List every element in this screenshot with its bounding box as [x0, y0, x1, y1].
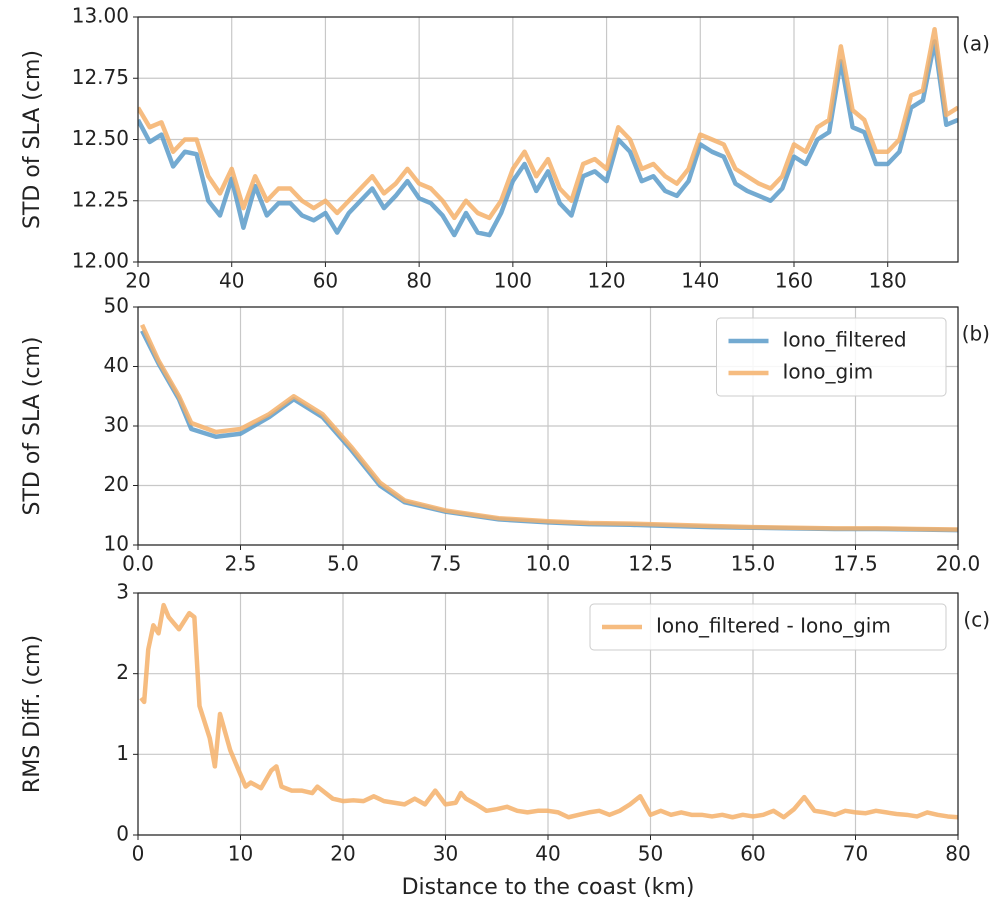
x-tick-label: 160	[775, 269, 813, 293]
x-tick-label: 0	[132, 842, 145, 866]
x-tick-label: 7.5	[430, 552, 462, 576]
y-axis-label: STD of SLA (cm)	[20, 50, 45, 229]
panel: 20 40 60 80 100 120 140 160 180 12.00 12.25 12.50 12…	[20, 4, 990, 293]
x-tick-label: 60	[313, 269, 338, 293]
y-tick-label: 12.75	[72, 65, 129, 89]
x-tick-label: 140	[681, 269, 719, 293]
y-axis-label: STD of SLA (cm)	[20, 337, 45, 516]
panel: 0.0 2.5 5.0 7.5 10.0 12.5 15.0 17.5 20.0 10 20 30 40…	[20, 294, 990, 576]
y-tick-label: 20	[104, 472, 129, 496]
y-tick-label: 40	[104, 353, 129, 377]
legend: Iono_filtered - Iono_gim	[589, 603, 947, 651]
x-tick-label: 120	[587, 269, 625, 293]
x-tick-label: 17.5	[833, 552, 878, 576]
legend-box	[589, 603, 947, 651]
data-line	[140, 323, 958, 532]
plot-frame	[137, 592, 959, 836]
y-tick-label: 0	[116, 822, 129, 846]
x-tick-label: 30	[433, 842, 458, 866]
x-tick-label: 40	[219, 269, 244, 293]
x-tick-label: 15.0	[731, 552, 776, 576]
x-tick-label: 50	[638, 842, 663, 866]
plot-frame	[137, 16, 959, 263]
y-axis-label: RMS Diff. (cm)	[20, 635, 45, 793]
x-tick-label: 100	[494, 269, 532, 293]
x-tick-label: 20	[330, 842, 355, 866]
x-tick-label: 80	[406, 269, 431, 293]
panel-annotation: (a)	[962, 32, 990, 56]
legend-label: Iono_filtered - Iono_gim	[656, 614, 891, 638]
x-tick-label: 12.5	[628, 552, 673, 576]
legend-label: Iono_filtered	[783, 328, 907, 352]
y-tick-label: 12.00	[72, 249, 129, 273]
x-tick-label: 5.0	[327, 552, 359, 576]
y-tick-label: 3	[116, 580, 129, 604]
y-tick-label: 2	[116, 660, 129, 684]
data-line	[138, 39, 958, 238]
x-tick-label: 60	[740, 842, 765, 866]
panel-annotation: (c)	[963, 608, 990, 632]
y-tick-label: 10	[104, 532, 129, 556]
legend: Iono_filtered Iono_gim	[716, 317, 947, 397]
y-tick-label: 30	[104, 413, 129, 437]
data-line	[139, 602, 958, 820]
y-tick-label: 50	[104, 294, 129, 318]
x-tick-label: 2.5	[225, 552, 257, 576]
x-tick-label: 10.0	[526, 552, 571, 576]
legend-label: Iono_gim	[783, 360, 874, 384]
data-line	[138, 27, 958, 221]
x-axis-label: Distance to the coast (km)	[402, 875, 695, 900]
x-tick-label: 80	[945, 842, 970, 866]
panel: 0 10 20 30 40 50 60 70 80 0 1 2 3 RMS Diff. (cm) Dista…	[20, 580, 990, 901]
y-tick-label: 1	[116, 741, 129, 765]
y-tick-label: 13.00	[72, 4, 129, 28]
x-tick-label: 40	[535, 842, 560, 866]
x-tick-label: 180	[869, 269, 907, 293]
x-tick-label: 0.0	[122, 552, 154, 576]
legend-box	[716, 317, 947, 397]
x-tick-label: 70	[843, 842, 868, 866]
x-tick-label: 10	[228, 842, 253, 866]
y-tick-label: 12.25	[72, 187, 129, 211]
x-tick-label: 20	[125, 269, 150, 293]
x-tick-label: 20.0	[936, 552, 981, 576]
plot-frame	[137, 306, 959, 546]
y-tick-label: 12.50	[72, 126, 129, 150]
panel-annotation: (b)	[962, 322, 990, 346]
